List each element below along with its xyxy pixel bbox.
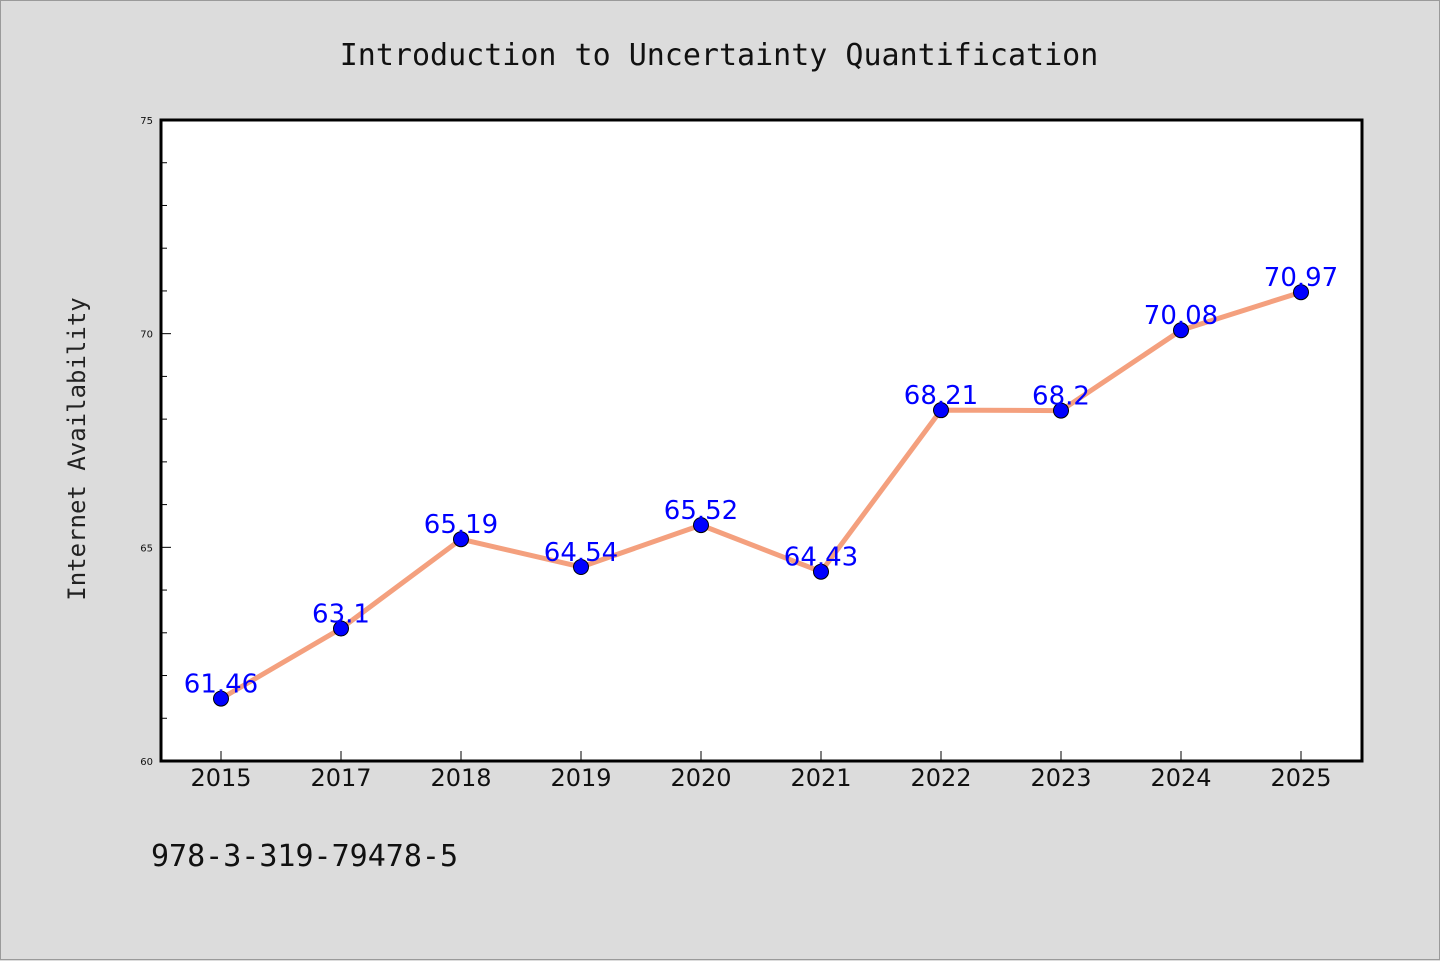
y-tick-label: 65 [140, 543, 153, 554]
x-tick-label: 2025 [1270, 764, 1331, 792]
data-label: 70.97 [1264, 263, 1338, 293]
y-tick-label: 70 [140, 330, 153, 341]
data-label: 64.43 [784, 543, 858, 573]
series-line [218, 289, 1304, 702]
data-label: 68.21 [904, 381, 978, 411]
series-group [213, 284, 1309, 707]
data-point-marker [1173, 322, 1189, 339]
data-label: 64.54 [544, 538, 618, 568]
x-tick-label: 2017 [310, 764, 371, 792]
data-point-marker [213, 690, 229, 707]
data-point-marker [453, 531, 469, 548]
data-point-marker [333, 620, 349, 637]
x-tick-label: 2020 [670, 764, 731, 792]
x-axis: 2015 2017 2018 2019 2020 2021 2022 2023 2024 2025 [190, 751, 1332, 792]
data-point-marker [573, 558, 589, 575]
data-label: 70.08 [1144, 301, 1218, 331]
data-point-marker [693, 517, 709, 534]
y-axis: 60 65 70 75 [140, 116, 171, 768]
x-tick-label: 2018 [430, 764, 491, 792]
data-label: 65.52 [664, 496, 738, 526]
plot-area [159, 118, 1364, 763]
chart-title: Introduction to Uncertainty Quantificati… [340, 38, 1099, 73]
data-label: 68.2 [1032, 382, 1090, 412]
data-point-marker [1293, 284, 1309, 301]
data-label: 65.19 [424, 510, 498, 540]
y-tick-label: 75 [140, 116, 153, 127]
x-tick-label: 2021 [790, 764, 851, 792]
data-point-marker [1053, 402, 1069, 419]
isbn-footer: 978-3-319-79478-5 [151, 839, 458, 874]
x-tick-label: 2019 [550, 764, 611, 792]
data-labels-group: 61.46 63.1 65.19 64.54 65.52 64.43 68.21 68.2 70… [184, 263, 1338, 699]
x-tick-label: 2015 [190, 764, 251, 792]
data-point-marker [933, 402, 949, 419]
data-label: 61.46 [184, 670, 258, 700]
x-tick-label: 2022 [910, 764, 971, 792]
y-axis-label: Internet Availability [63, 297, 91, 600]
x-tick-label: 2024 [1150, 764, 1211, 792]
y-tick-label: 60 [140, 757, 153, 768]
data-label: 63.1 [312, 600, 370, 630]
x-tick-label: 2023 [1030, 764, 1091, 792]
data-point-marker [813, 563, 829, 580]
